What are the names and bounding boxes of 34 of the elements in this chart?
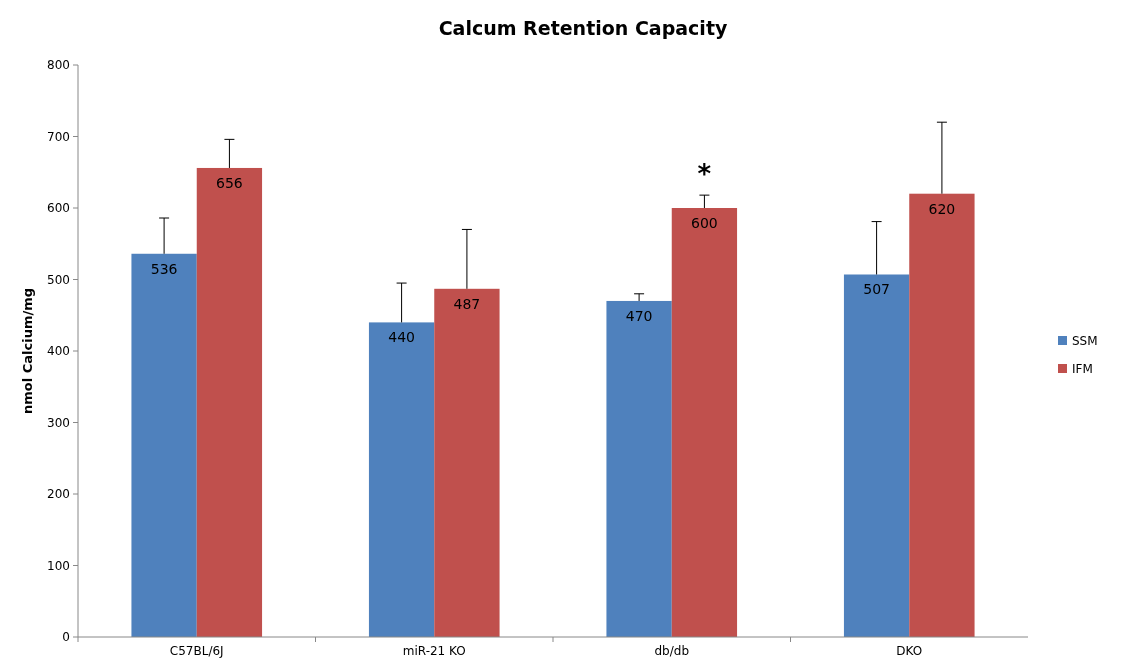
data-label: 440 [388, 329, 415, 346]
y-axis-title: nmol Calcium/mg [20, 287, 35, 415]
legend-label: IFM [1072, 362, 1093, 377]
y-tick-label: 500 [47, 272, 70, 287]
bar [671, 208, 738, 637]
x-tick-label: C57BL/6J [169, 644, 224, 658]
bar [368, 322, 435, 637]
y-tick-label: 200 [47, 487, 70, 502]
data-label: 470 [625, 307, 653, 324]
bar [909, 193, 975, 637]
data-label: 487 [453, 295, 481, 312]
x-tick-label: miR-21 KO [402, 644, 466, 658]
data-label: 507 [863, 281, 890, 298]
x-tick-label: db/db [654, 644, 690, 658]
chart-title: Calcum Retention Capacity [438, 17, 728, 39]
y-tick-label: 0 [62, 630, 70, 645]
annotation: * [697, 159, 712, 190]
y-tick-label: 600 [47, 201, 70, 216]
data-label: 656 [216, 174, 243, 191]
data-label: 600 [691, 215, 718, 231]
bar [606, 300, 672, 637]
bar [843, 274, 910, 637]
data-label: 536 [150, 260, 178, 277]
bar [434, 288, 500, 637]
y-tick-label: 100 [47, 558, 70, 573]
y-tick-label: 400 [47, 344, 70, 359]
y-tick-label: 700 [47, 129, 70, 144]
y-tick-label: 300 [47, 415, 70, 430]
x-tick-label: DKO [896, 644, 923, 658]
bar [196, 167, 263, 637]
legend-label: SSM [1072, 334, 1098, 349]
data-label: 620 [928, 200, 956, 217]
y-tick-label: 800 [47, 58, 70, 73]
bar [131, 253, 197, 637]
